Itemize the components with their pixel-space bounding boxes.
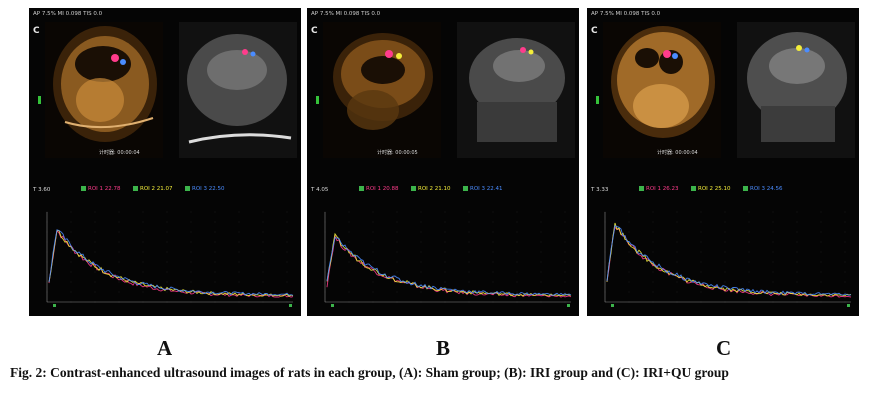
axis-marker (847, 304, 850, 307)
roi-1-readout: ROI 1 26.23 (639, 186, 679, 192)
roi-2-curve-line (606, 222, 852, 297)
roi-2-value: ROI 2 21.07 (140, 186, 173, 192)
contrast-mode-indicator: C (591, 26, 598, 36)
axis-marker (289, 304, 292, 307)
roi-1-value: ROI 1 20.88 (366, 186, 399, 192)
axis-marker (331, 304, 334, 307)
contrast-mode-indicator: C (33, 26, 40, 36)
roi-3-value: ROI 3 24.56 (750, 186, 783, 192)
roi-1-readout: ROI 1 22.78 (81, 186, 121, 192)
time-cursor-readout: T 4.05 (311, 187, 329, 193)
acquisition-parameters: AP 7.5% MI 0.098 TIS 0.0 (591, 11, 661, 17)
roi-1-curve-line (48, 229, 294, 298)
depth-marker (38, 96, 41, 104)
roi-1-swatch (639, 186, 644, 191)
panel-label-a: A (157, 336, 173, 360)
roi-3-curve-line (606, 224, 852, 296)
roi-3-curve-line (48, 229, 294, 296)
time-cursor-readout: T 3.33 (591, 187, 609, 193)
axis-marker (567, 304, 570, 307)
bmode-kidney-image (457, 22, 575, 158)
elapsed-timer: 计时器: 00:00:04 (99, 150, 140, 156)
roi-3-readout: ROI 3 24.56 (743, 186, 783, 192)
roi-2-readout: ROI 2 21.07 (133, 186, 173, 192)
time-cursor-readout: T 3.60 (33, 187, 51, 193)
roi-2-curve-line (48, 229, 294, 297)
roi-2-value: ROI 2 21.10 (418, 186, 451, 192)
roi-2-value: ROI 2 25.10 (698, 186, 731, 192)
roi-3-swatch (463, 186, 468, 191)
axis-marker (53, 304, 56, 307)
roi-2-readout: ROI 2 21.10 (411, 186, 451, 192)
roi-3-swatch (743, 186, 748, 191)
roi-2-curve-line (326, 232, 572, 297)
axis-marker (611, 304, 614, 307)
roi-1-curve-line (606, 226, 852, 298)
roi-2-swatch (411, 186, 416, 191)
roi-1-curve-line (326, 234, 572, 298)
roi-2-swatch (133, 186, 138, 191)
bmode-kidney-image (737, 22, 855, 158)
ultrasound-panel-a: AP 7.5% MI 0.098 TIS 0.0 C T 计时器: 00:00:… (29, 8, 301, 316)
ceus-kidney-image (45, 22, 163, 158)
depth-marker (596, 96, 599, 104)
acquisition-parameters: AP 7.5% MI 0.098 TIS 0.0 (33, 11, 103, 17)
ceus-kidney-image (323, 22, 441, 158)
roi-3-swatch (185, 186, 190, 191)
depth-marker (316, 96, 319, 104)
roi-3-readout: ROI 3 22.50 (185, 186, 225, 192)
roi-1-value: ROI 1 26.23 (646, 186, 679, 192)
roi-3-value: ROI 3 22.50 (192, 186, 225, 192)
roi-1-swatch (359, 186, 364, 191)
ultrasound-panel-c: AP 7.5% MI 0.098 TIS 0.0 C T 计时器: 00:00:… (587, 8, 859, 316)
roi-1-readout: ROI 1 20.88 (359, 186, 399, 192)
ceus-kidney-image (603, 22, 721, 158)
roi-3-curve-line (326, 237, 572, 296)
roi-2-readout: ROI 2 25.10 (691, 186, 731, 192)
ultrasound-panel-b: AP 7.5% MI 0.098 TIS 0.0 C T 计时器: 00:00:… (307, 8, 579, 316)
elapsed-timer: 计时器: 00:00:04 (657, 150, 698, 156)
bmode-kidney-image (179, 22, 297, 158)
elapsed-timer: 计时器: 00:00:05 (377, 150, 418, 156)
roi-1-swatch (81, 186, 86, 191)
contrast-mode-indicator: C (311, 26, 318, 36)
roi-3-value: ROI 3 22.41 (470, 186, 503, 192)
time-intensity-curve (604, 211, 852, 307)
roi-2-swatch (691, 186, 696, 191)
panel-label-c: C (716, 336, 732, 360)
panel-label-b: B (436, 336, 451, 360)
acquisition-parameters: AP 7.5% MI 0.098 TIS 0.0 (311, 11, 381, 17)
time-intensity-curve (46, 211, 294, 307)
roi-3-readout: ROI 3 22.41 (463, 186, 503, 192)
figure-caption: Fig. 2: Contrast-enhanced ultrasound ima… (10, 365, 729, 380)
time-intensity-curve (324, 211, 572, 307)
roi-1-value: ROI 1 22.78 (88, 186, 121, 192)
